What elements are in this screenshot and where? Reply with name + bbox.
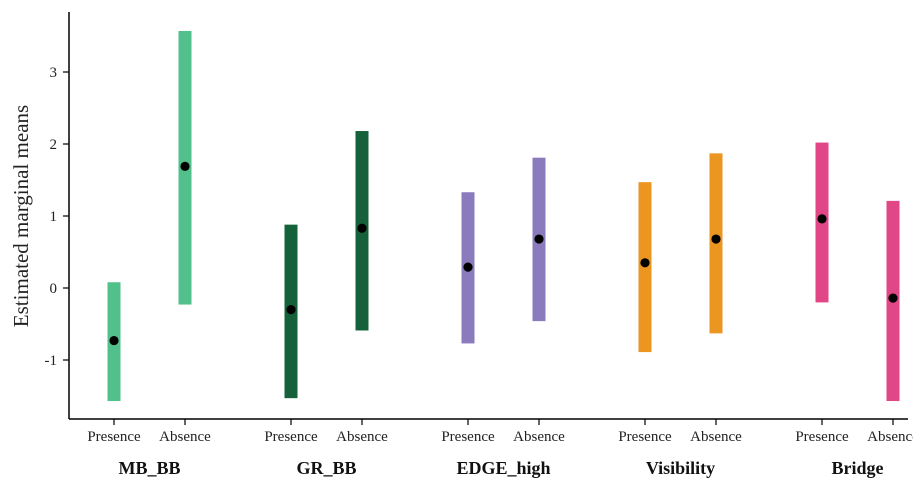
mean-point-visibility-absence — [711, 234, 721, 244]
group-label-bridge: Bridge — [832, 458, 884, 478]
x-category-label: Presence — [264, 429, 318, 445]
y-tick-label: -1 — [45, 353, 58, 369]
plot-area — [107, 30, 900, 402]
group-label-visibility: Visibility — [646, 458, 715, 478]
group-label-mb_bb: MB_BB — [118, 458, 180, 478]
mean-point-bridge-presence — [817, 214, 827, 224]
y-axis-title: Estimated marginal means — [9, 105, 33, 327]
x-category-label: Presence — [618, 429, 672, 445]
x-category-label: Absence — [513, 429, 565, 445]
x-category-label: Presence — [795, 429, 849, 445]
y-tick-label: 0 — [50, 281, 58, 297]
mean-point-edge_high-absence — [534, 234, 544, 244]
x-category-label: Presence — [87, 429, 141, 445]
x-category-label: Absence — [690, 429, 742, 445]
mean-point-visibility-presence — [640, 258, 650, 268]
y-tick-label: 2 — [50, 137, 58, 153]
mean-point-gr_bb-presence — [286, 305, 296, 315]
mean-point-bridge-absence — [888, 293, 898, 303]
x-category-label: Absence — [159, 429, 211, 445]
y-axis-ticks: -1 0 1 2 3 — [45, 65, 69, 369]
x-category-label: Presence — [441, 429, 495, 445]
mean-point-gr_bb-absence — [357, 223, 367, 233]
x-category-label: Absence — [867, 429, 913, 445]
group-label-gr_bb: GR_BB — [296, 458, 356, 478]
mean-point-mb_bb-presence — [109, 335, 119, 346]
x-axis-labels: Presence Absence MB_BB Presence Absence GR_BB… — [87, 419, 913, 478]
y-tick-label: 3 — [50, 65, 58, 81]
y-tick-label: 1 — [50, 209, 58, 225]
mean-point-edge_high-presence — [463, 262, 473, 272]
x-category-label: Absence — [336, 429, 388, 445]
group-label-edge_high: EDGE_high — [456, 458, 550, 478]
mean-point-mb_bb-absence — [180, 161, 190, 171]
